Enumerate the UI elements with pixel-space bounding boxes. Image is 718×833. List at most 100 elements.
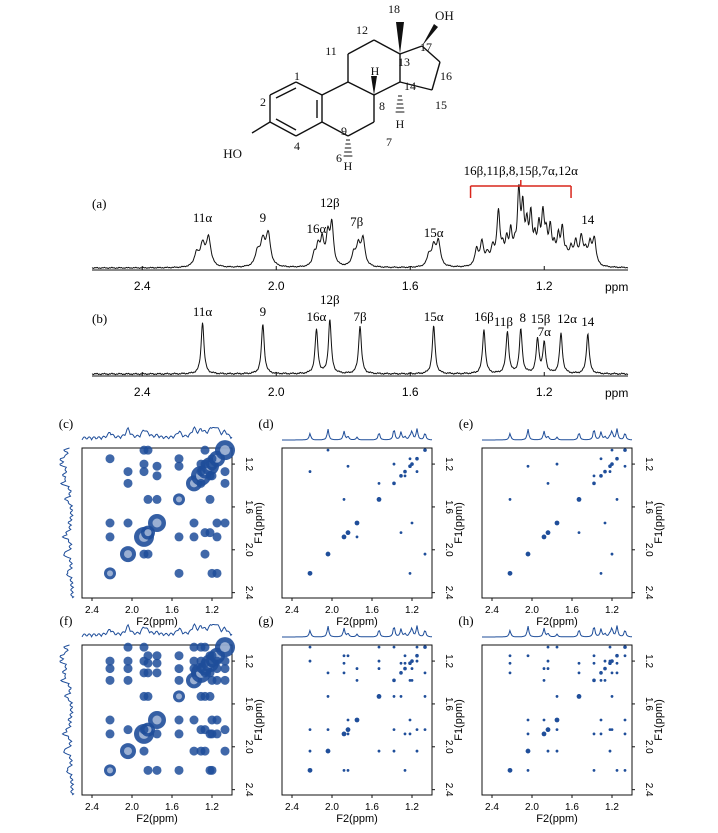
cross-peak bbox=[196, 478, 206, 488]
y-tick-label: 1.2 bbox=[243, 654, 254, 668]
cross-peak bbox=[610, 695, 614, 698]
cross-peak bbox=[220, 518, 230, 528]
atom-number-6: 6 bbox=[336, 151, 342, 165]
cross-peak bbox=[555, 462, 559, 466]
cross-peak bbox=[615, 768, 619, 772]
cross-peak bbox=[526, 654, 530, 658]
peak-label: 16α bbox=[307, 309, 327, 324]
cross-peak bbox=[123, 675, 133, 685]
cross-peak bbox=[220, 746, 230, 756]
cross-peak bbox=[207, 765, 217, 775]
y-tick-label: 1.6 bbox=[443, 500, 454, 514]
diagonal-peak bbox=[399, 474, 403, 478]
cross-peak bbox=[212, 518, 222, 528]
y-tick-label: 1.2 bbox=[643, 654, 654, 668]
panel-e-2d: (e) 2.4 1.2 2.0 1.6 1.6 2.0 1.2 2.4 F2(ppm) F1(ppm… bbox=[459, 416, 665, 628]
cross-peak bbox=[623, 732, 627, 736]
bond bbox=[321, 121, 349, 137]
cross-peak bbox=[592, 654, 596, 658]
cross-peak bbox=[212, 729, 222, 739]
diagonal-peak bbox=[325, 748, 331, 754]
hydrogen-8: H bbox=[371, 64, 380, 78]
hydrogen-9: H bbox=[344, 159, 353, 173]
diagonal-peak bbox=[376, 694, 382, 699]
atom-number-9: 9 bbox=[341, 124, 347, 138]
panel-label: (e) bbox=[459, 416, 473, 431]
diagonal-peak bbox=[541, 534, 547, 540]
cross-peak bbox=[220, 725, 230, 735]
cross-peak bbox=[143, 691, 153, 701]
cross-peak bbox=[577, 671, 581, 675]
y-tick-label: 1.6 bbox=[643, 500, 654, 514]
panel-g-2d: (g) 2.4 1.2 2.0 1.6 1.6 2.0 1.2 2.4 F2(ppm) F1(ppm… bbox=[258, 613, 465, 825]
cross-peak bbox=[623, 464, 627, 468]
cross-peak bbox=[623, 718, 627, 722]
peak-label: 8 bbox=[520, 310, 527, 325]
y-tick-label: 1.6 bbox=[243, 697, 254, 711]
diagonal-peak bbox=[392, 678, 396, 683]
atom-number-13: 13 bbox=[398, 55, 410, 69]
diagonal-peak bbox=[341, 534, 347, 540]
cross-peak bbox=[342, 661, 346, 665]
y-axis-label: F1(ppm) bbox=[453, 502, 465, 544]
diagonal-peak-contour bbox=[176, 693, 182, 700]
plot-frame bbox=[281, 644, 433, 796]
bond bbox=[321, 81, 349, 96]
cross-peak bbox=[403, 474, 407, 478]
atom-number-16: 16 bbox=[440, 69, 452, 83]
diagonal-peak bbox=[354, 717, 360, 723]
cross-peak bbox=[403, 732, 407, 736]
x-tick-label: 2.0 bbox=[525, 802, 539, 813]
diagonal-peak bbox=[507, 767, 513, 773]
cross-peak bbox=[555, 728, 559, 732]
diagonal-peak bbox=[615, 653, 619, 658]
x-tick-label: 2.0 bbox=[125, 802, 139, 813]
cross-peak bbox=[139, 746, 149, 756]
atom-number-14: 14 bbox=[404, 79, 416, 93]
peak-label: 16β bbox=[474, 309, 494, 324]
cross-peak bbox=[105, 518, 115, 528]
cross-peak bbox=[392, 728, 396, 732]
cross-peak bbox=[143, 549, 153, 559]
cross-peak bbox=[308, 749, 312, 753]
cross-peak bbox=[105, 715, 115, 725]
cross-peak bbox=[342, 654, 346, 658]
cross-peak bbox=[399, 661, 403, 665]
bond bbox=[251, 121, 271, 134]
bond bbox=[275, 87, 297, 99]
x-tick-label: 1.2 bbox=[205, 605, 219, 616]
cross-peak bbox=[599, 732, 603, 736]
x-tick-label: 1.2 bbox=[605, 802, 619, 813]
cross-peak bbox=[603, 521, 607, 525]
bond bbox=[295, 121, 323, 137]
cross-peak bbox=[189, 656, 199, 666]
x-axis-label: F2(ppm) bbox=[336, 813, 378, 825]
cross-peak bbox=[423, 695, 427, 698]
axis-unit: ppm bbox=[605, 386, 628, 400]
atom-number-17: 17 bbox=[420, 40, 432, 54]
diagonal-peak bbox=[610, 462, 614, 466]
hydroxyl-right: OH bbox=[435, 8, 454, 23]
bond bbox=[421, 45, 441, 63]
cross-peak bbox=[623, 654, 627, 658]
panel-label: (h) bbox=[458, 613, 473, 628]
diagonal-peak bbox=[403, 666, 407, 671]
cross-peak bbox=[152, 765, 162, 775]
cross-peak bbox=[174, 729, 184, 739]
diagonal-peak bbox=[541, 731, 547, 737]
tick-label: 2.4 bbox=[134, 279, 151, 293]
x-tick-label: 1.2 bbox=[405, 605, 419, 616]
peak-label: 12β bbox=[320, 195, 340, 210]
cross-peak bbox=[346, 718, 350, 722]
peak-label: 14 bbox=[581, 212, 595, 227]
x-tick-label: 1.2 bbox=[405, 802, 419, 813]
bond bbox=[347, 121, 375, 137]
cross-peak bbox=[410, 678, 414, 682]
x-tick-label: 2.0 bbox=[125, 605, 139, 616]
x-tick-label: 2.4 bbox=[485, 802, 499, 813]
diagonal-peak bbox=[410, 462, 414, 466]
y-tick-label: 1.2 bbox=[443, 457, 454, 471]
diagonal-peak-contour bbox=[144, 529, 152, 537]
x-axis-label: F2(ppm) bbox=[336, 616, 378, 628]
cross-peak bbox=[105, 532, 115, 542]
